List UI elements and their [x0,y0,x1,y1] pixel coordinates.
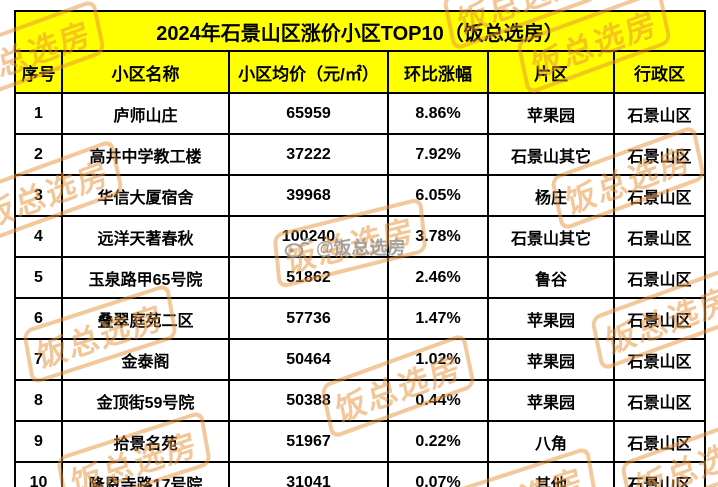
cell-avg-price: 37222 [228,133,389,176]
cell-area: 苹果园 [487,338,615,381]
price-increase-table: 2024年石景山区涨价小区TOP10（饭总选房） 序号 小区名称 小区均价（元/㎡）… [14,10,706,487]
cell-area: 鲁谷 [487,256,615,299]
table-header-row: 序号 小区名称 小区均价（元/㎡） 环比涨幅 片区 行政区 [14,50,706,94]
header-cell-rank: 序号 [14,50,63,94]
table-row: 7 金泰阁 50464 1.02% 苹果园 石景山区 [14,338,706,381]
cell-area: 石景山其它 [487,215,615,258]
cell-mom-change: 0.22% [387,420,489,463]
cell-mom-change: 0.07% [387,461,489,487]
cell-district: 石景山区 [613,215,706,258]
cell-area: 石景山其它 [487,133,615,176]
table-row: 9 拾景名苑 51967 0.22% 八角 石景山区 [14,420,706,463]
table-title: 2024年石景山区涨价小区TOP10（饭总选房） [14,10,706,52]
header-cell-community-name: 小区名称 [61,50,230,94]
cell-mom-change: 6.05% [387,174,489,217]
cell-avg-price: 39968 [228,174,389,217]
cell-community-name: 华信大厦宿舍 [61,174,230,217]
cell-district: 石景山区 [613,461,706,487]
cell-mom-change: 7.92% [387,133,489,176]
cell-avg-price: 51967 [228,420,389,463]
table-row: 4 远洋天著春秋 100240 3.78% 石景山其它 石景山区 [14,215,706,258]
cell-community-name: 庐师山庄 [61,92,230,135]
cell-mom-change: 1.02% [387,338,489,381]
cell-district: 石景山区 [613,92,706,135]
cell-avg-price: 57736 [228,297,389,340]
cell-community-name: 玉泉路甲65号院 [61,256,230,299]
cell-mom-change: 0.44% [387,379,489,422]
cell-community-name: 金泰阁 [61,338,230,381]
cell-mom-change: 2.46% [387,256,489,299]
cell-rank: 3 [14,174,63,217]
cell-avg-price: 100240 [228,215,389,258]
cell-rank: 10 [14,461,63,487]
cell-mom-change: 8.86% [387,92,489,135]
table-title-row: 2024年石景山区涨价小区TOP10（饭总选房） [14,10,706,52]
cell-avg-price: 51862 [228,256,389,299]
cell-area: 苹果园 [487,297,615,340]
cell-rank: 6 [14,297,63,340]
cell-avg-price: 50388 [228,379,389,422]
cell-district: 石景山区 [613,133,706,176]
cell-area: 其他 [487,461,615,487]
cell-rank: 8 [14,379,63,422]
cell-community-name: 金顶街59号院 [61,379,230,422]
header-cell-area: 片区 [487,50,615,94]
header-cell-mom-change: 环比涨幅 [387,50,489,94]
cell-rank: 7 [14,338,63,381]
cell-community-name: 远洋天著春秋 [61,215,230,258]
cell-community-name: 隆恩寺路17号院 [61,461,230,487]
cell-avg-price: 50464 [228,338,389,381]
cell-rank: 2 [14,133,63,176]
table-row: 10 隆恩寺路17号院 31041 0.07% 其他 石景山区 [14,461,706,487]
header-cell-district: 行政区 [613,50,706,94]
cell-district: 石景山区 [613,297,706,340]
cell-district: 石景山区 [613,420,706,463]
cell-area: 苹果园 [487,379,615,422]
cell-area: 杨庄 [487,174,615,217]
table-row: 2 高井中学教工楼 37222 7.92% 石景山其它 石景山区 [14,133,706,176]
cell-district: 石景山区 [613,379,706,422]
table-row: 3 华信大厦宿舍 39968 6.05% 杨庄 石景山区 [14,174,706,217]
cell-district: 石景山区 [613,338,706,381]
cell-rank: 5 [14,256,63,299]
cell-community-name: 高井中学教工楼 [61,133,230,176]
cell-avg-price: 65959 [228,92,389,135]
cell-community-name: 叠翠庭苑二区 [61,297,230,340]
cell-rank: 1 [14,92,63,135]
cell-area: 苹果园 [487,92,615,135]
cell-rank: 4 [14,215,63,258]
table-row: 1 庐师山庄 65959 8.86% 苹果园 石景山区 [14,92,706,135]
cell-avg-price: 31041 [228,461,389,487]
cell-district: 石景山区 [613,256,706,299]
table-row: 8 金顶街59号院 50388 0.44% 苹果园 石景山区 [14,379,706,422]
cell-area: 八角 [487,420,615,463]
cell-mom-change: 3.78% [387,215,489,258]
cell-district: 石景山区 [613,174,706,217]
cell-rank: 9 [14,420,63,463]
table-row: 5 玉泉路甲65号院 51862 2.46% 鲁谷 石景山区 [14,256,706,299]
cell-mom-change: 1.47% [387,297,489,340]
table-row: 6 叠翠庭苑二区 57736 1.47% 苹果园 石景山区 [14,297,706,340]
cell-community-name: 拾景名苑 [61,420,230,463]
header-cell-avg-price: 小区均价（元/㎡） [228,50,389,94]
